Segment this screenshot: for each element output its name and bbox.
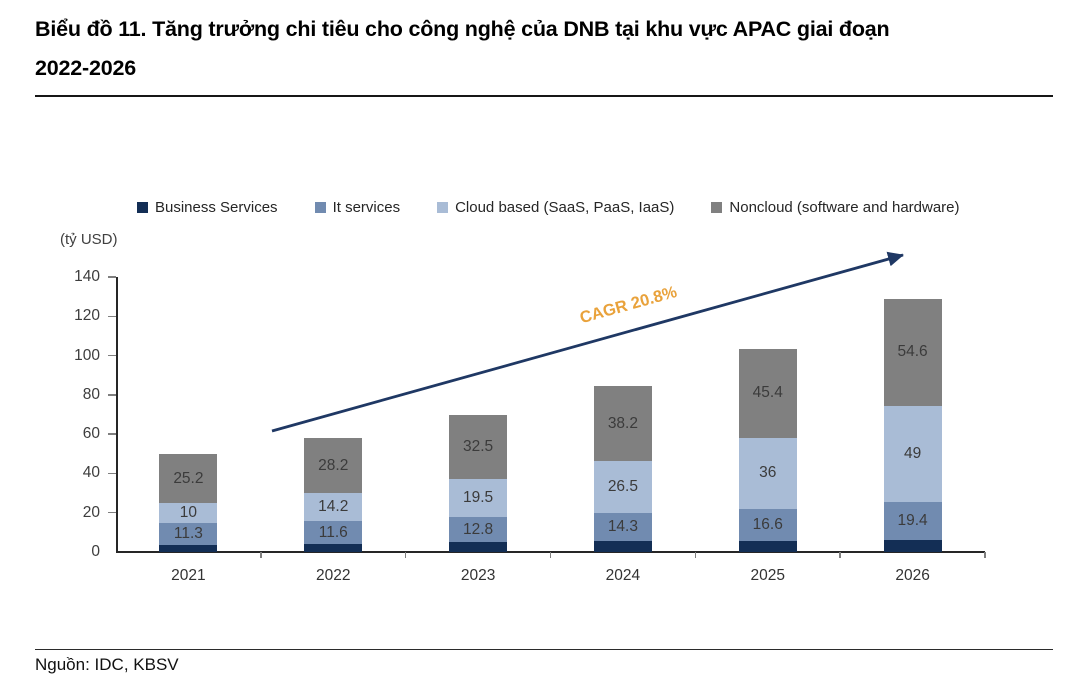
bar-value-label: 19.5	[462, 488, 494, 506]
legend-item-4: Noncloud (software and hardware)	[711, 199, 960, 216]
bar-value-label: 32.5	[462, 437, 494, 455]
bar-segment-2023-2: 12.8	[449, 517, 508, 543]
chart-title-line2: 2022-2026	[35, 56, 137, 80]
bar-value-label: 10	[179, 504, 198, 522]
y-tick-label: 100	[74, 346, 100, 364]
y-tick-label: 20	[82, 503, 100, 521]
x-axis-line	[116, 551, 985, 553]
bar-value-label: 36	[759, 464, 777, 482]
bar-segment-2024-1	[593, 541, 652, 552]
bar-value-label: 38.2	[607, 414, 638, 432]
y-axis-unit-label: (tỷ USD)	[60, 231, 118, 248]
bar-value-label: 19.4	[897, 512, 928, 530]
bar-segment-2022-1	[304, 544, 363, 552]
bar-segment-2025-1	[738, 541, 797, 552]
legend-swatch-icon	[137, 202, 148, 213]
bar-value-label: 11.6	[318, 523, 348, 541]
bar-segment-2025-3: 36	[738, 437, 797, 509]
y-tick-label: 60	[82, 425, 100, 443]
bar-segment-2026-4: 54.6	[883, 298, 942, 406]
bar-value-label: 16.6	[752, 515, 783, 533]
y-tick-mark	[108, 354, 116, 357]
chart-title: Biểu đồ 11. Tăng trưởng chi tiêu cho côn…	[35, 10, 1065, 88]
y-tick-mark	[108, 394, 116, 396]
x-category-label: 2023	[460, 567, 496, 584]
y-tick-mark	[108, 315, 116, 318]
y-tick-label: 140	[74, 268, 100, 285]
y-axis-line	[116, 277, 118, 552]
chart-legend: Business Services It services Cloud based …	[137, 199, 960, 216]
bar-segment-2021-2: 11.3	[159, 522, 218, 546]
x-category-label: 2026	[895, 567, 930, 584]
legend-swatch-icon	[437, 202, 449, 213]
source-note: Nguồn: IDC, KBSV	[35, 655, 179, 674]
bar-value-label: 14.2	[318, 498, 349, 516]
bar-segment-2026-2: 19.4	[883, 502, 942, 541]
bar-segment-2024-2: 14.3	[593, 513, 652, 542]
bar-value-label: 49	[903, 444, 922, 462]
bar-segment-2025-4: 45.4	[738, 348, 797, 438]
bar-value-label: 14.3	[607, 518, 638, 536]
x-category-label: 2025	[750, 567, 785, 584]
legend-swatch-icon	[314, 202, 326, 213]
y-tick-mark	[108, 511, 116, 514]
bar-value-label: 11.3	[173, 525, 203, 543]
y-tick-label: 40	[82, 464, 100, 482]
x-tick-mark	[984, 552, 986, 558]
chart-title-line1: Biểu đồ 11. Tăng trưởng chi tiêu cho côn…	[35, 17, 890, 41]
y-tick-mark	[108, 472, 116, 475]
legend-label: Business Services	[155, 199, 278, 216]
bar-value-label: 54.6	[897, 343, 928, 361]
y-tick-mark	[108, 276, 116, 278]
x-category-label: 2021	[171, 567, 206, 584]
bar-segment-2023-4: 32.5	[449, 414, 508, 479]
x-category-label: 2024	[605, 567, 641, 584]
bar-value-label: 45.4	[752, 384, 783, 402]
x-tick-mark	[694, 552, 697, 558]
legend-swatch-icon	[711, 202, 723, 213]
bar-segment-2022-2: 11.6	[304, 521, 363, 545]
bar-value-label: 12.8	[462, 520, 494, 538]
bar-segment-2021-3: 10	[159, 503, 218, 523]
x-tick-mark	[839, 552, 841, 558]
bar-segment-2022-3: 14.2	[304, 493, 363, 522]
bar-segment-2022-4: 28.2	[304, 438, 363, 494]
bar-segment-2023-3: 19.5	[449, 478, 508, 518]
legend-item-3: Cloud based (SaaS, PaaS, IaaS)	[437, 199, 674, 216]
legend-label: It services	[332, 199, 401, 216]
legend-item-1: Business Services	[137, 199, 278, 216]
bar-segment-2021-1	[159, 545, 218, 552]
x-tick-mark	[549, 552, 552, 558]
footer-divider	[35, 649, 1053, 650]
bar-segment-2023-1	[449, 542, 508, 552]
cagr-annotation: CAGR 20.8%	[577, 282, 680, 328]
bar-segment-2026-3: 49	[883, 405, 942, 503]
bar-value-label: 25.2	[173, 469, 204, 487]
y-tick-label: 120	[74, 307, 100, 325]
x-tick-mark	[404, 552, 407, 558]
bar-segment-2024-3: 26.5	[593, 461, 652, 514]
legend-label: Noncloud (software and hardware)	[729, 199, 960, 216]
bar-segment-2026-1	[883, 540, 942, 552]
title-divider	[35, 95, 1053, 97]
y-tick-label: 80	[82, 385, 100, 403]
y-tick-mark	[108, 433, 116, 435]
x-tick-mark	[260, 552, 262, 558]
x-category-label: 2022	[316, 567, 351, 584]
bar-value-label: 26.5	[607, 478, 638, 496]
bar-segment-2021-4: 25.2	[159, 453, 218, 504]
bar-segment-2025-2: 16.6	[738, 508, 797, 542]
bar-segment-2024-4: 38.2	[593, 386, 652, 462]
legend-label: Cloud based (SaaS, PaaS, IaaS)	[455, 199, 675, 216]
bar-value-label: 28.2	[318, 456, 349, 474]
y-tick-label: 0	[91, 543, 100, 560]
legend-item-2: It services	[314, 199, 401, 216]
